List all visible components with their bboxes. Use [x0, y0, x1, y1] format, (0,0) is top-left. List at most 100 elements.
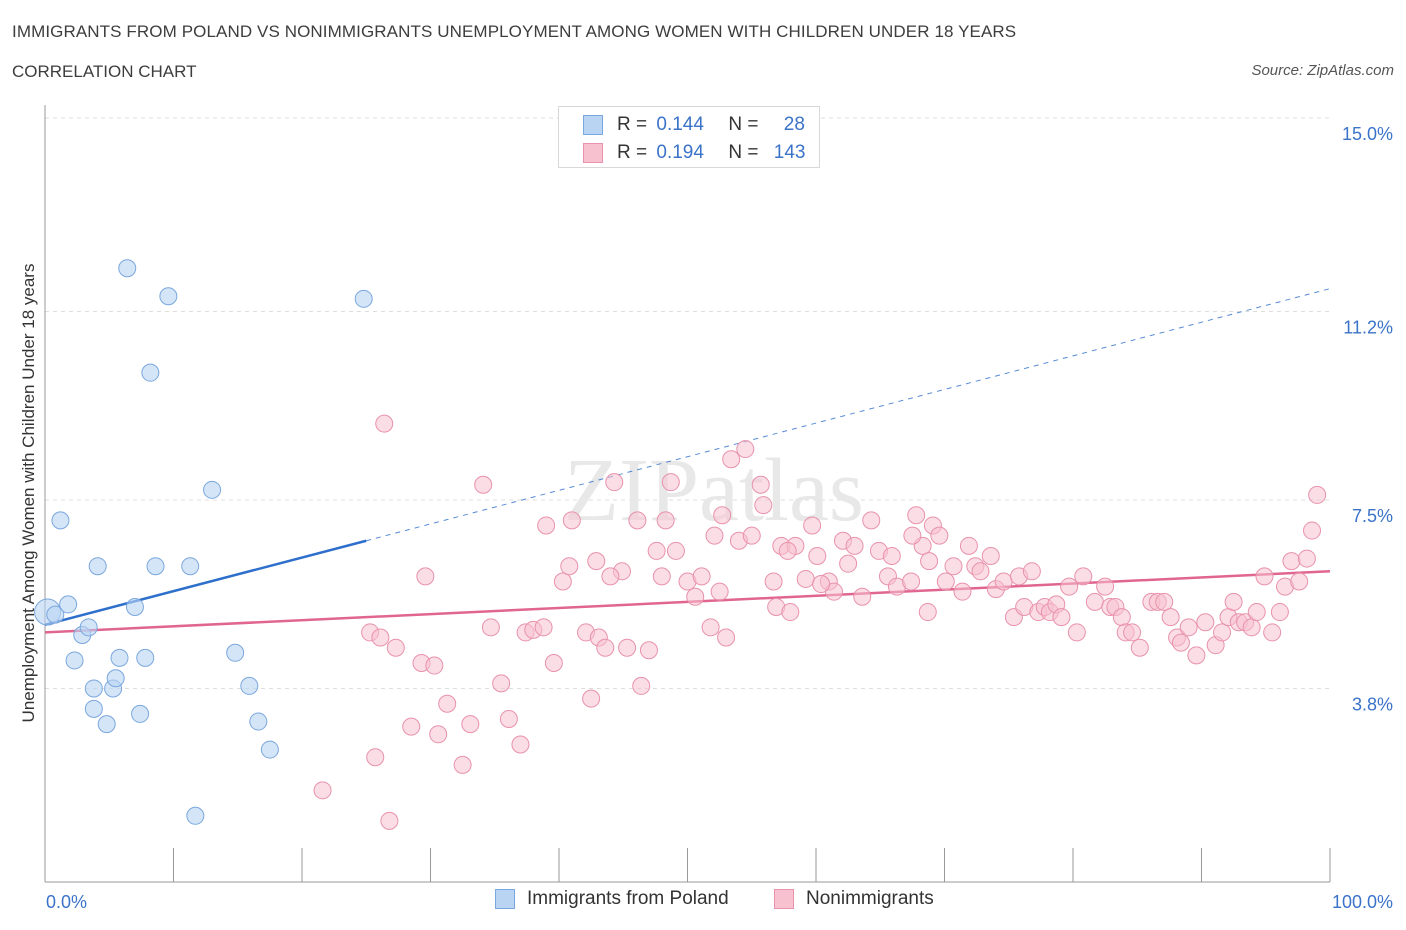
data-point-nonimmigrants	[1112, 608, 1131, 627]
data-point-poland	[125, 597, 144, 616]
data-point-nonimmigrants	[907, 506, 926, 525]
data-point-nonimmigrants	[902, 572, 921, 591]
data-point-nonimmigrants	[438, 694, 457, 713]
legend-item-poland[interactable]: Immigrants from Poland	[495, 888, 729, 910]
data-point-nonimmigrants	[632, 676, 651, 695]
data-point-nonimmigrants	[710, 582, 729, 601]
data-point-nonimmigrants	[474, 475, 493, 494]
tick-labels: 3.8% 7.5% 11.2% 15.0% 0.0% 100.0%	[46, 124, 1393, 912]
trend-line-nonimmigrants	[44, 570, 1331, 634]
data-point-nonimmigrants	[492, 674, 511, 693]
data-point-nonimmigrants	[628, 511, 647, 530]
data-point-nonimmigrants	[1052, 608, 1071, 627]
data-point-nonimmigrants	[994, 572, 1013, 591]
chart-title: IMMIGRANTS FROM POLAND VS NONIMMIGRANTS …	[12, 22, 1017, 41]
legend-label-poland: Immigrants from Poland	[527, 888, 729, 909]
x-tick-label: 0.0%	[46, 892, 87, 912]
data-point-nonimmigrants	[1303, 521, 1322, 540]
data-point-nonimmigrants	[754, 496, 773, 515]
y-axis-label: Unemployment Among Women with Children U…	[19, 264, 38, 723]
data-point-nonimmigrants	[1171, 633, 1190, 652]
data-point-nonimmigrants	[918, 603, 937, 622]
y-tick-label: 3.8%	[1352, 694, 1393, 714]
data-point-nonimmigrants	[953, 582, 972, 601]
data-point-nonimmigrants	[499, 710, 518, 729]
data-point-nonimmigrants	[959, 536, 978, 555]
data-point-poland	[136, 648, 155, 667]
data-point-poland	[181, 557, 200, 576]
data-point-nonimmigrants	[605, 473, 624, 492]
data-point-nonimmigrants	[930, 526, 949, 545]
data-point-nonimmigrants	[1179, 618, 1198, 637]
data-point-nonimmigrants	[511, 735, 530, 754]
data-point-nonimmigrants	[1067, 623, 1086, 642]
data-point-nonimmigrants	[1196, 613, 1215, 632]
y-tick-label: 7.5%	[1352, 506, 1393, 526]
data-point-nonimmigrants	[1022, 562, 1041, 581]
data-point-poland	[240, 676, 259, 695]
data-point-nonimmigrants	[1085, 592, 1104, 611]
data-point-poland	[97, 715, 116, 734]
data-point-poland	[226, 643, 245, 662]
data-point-nonimmigrants	[1155, 592, 1174, 611]
data-point-nonimmigrants	[862, 511, 881, 530]
data-point-poland	[260, 740, 279, 759]
legend-n-label: N =	[728, 142, 764, 163]
data-point-nonimmigrants	[375, 414, 394, 433]
data-point-nonimmigrants	[386, 638, 405, 657]
data-point-nonimmigrants	[1187, 646, 1206, 665]
data-point-nonimmigrants	[944, 557, 963, 576]
data-point-nonimmigrants	[722, 450, 741, 469]
data-point-nonimmigrants	[1270, 603, 1289, 622]
data-point-nonimmigrants	[764, 572, 783, 591]
legend-swatch-nonimmigrants	[774, 889, 794, 909]
data-point-nonimmigrants	[416, 567, 435, 586]
data-point-nonimmigrants	[686, 587, 705, 606]
data-point-poland	[249, 712, 268, 731]
data-point-poland	[146, 557, 165, 576]
data-point-nonimmigrants	[736, 440, 755, 459]
data-point-poland	[141, 363, 160, 382]
data-point-poland	[354, 289, 373, 308]
legend-swatch-poland	[495, 889, 515, 909]
data-point-nonimmigrants	[639, 641, 658, 660]
data-point-nonimmigrants	[751, 475, 770, 494]
data-point-nonimmigrants	[596, 638, 615, 657]
data-point-nonimmigrants	[366, 748, 385, 767]
x-tick-label: 100.0%	[1332, 892, 1393, 912]
correlation-legend: R = 0.144 N = 28 R = 0.194 N = 143	[558, 106, 820, 168]
data-point-nonimmigrants	[544, 653, 563, 672]
legend-swatch-nonimmigrants	[583, 143, 603, 163]
data-point-nonimmigrants	[560, 557, 579, 576]
data-point-nonimmigrants	[717, 628, 736, 647]
data-point-nonimmigrants	[461, 715, 480, 734]
data-points	[34, 259, 1327, 830]
data-point-nonimmigrants	[971, 562, 990, 581]
data-point-nonimmigrants	[1290, 572, 1309, 591]
data-point-nonimmigrants	[618, 638, 637, 657]
data-point-nonimmigrants	[1213, 623, 1232, 642]
y-tick-label: 11.2%	[1343, 318, 1393, 338]
legend-swatch-poland	[583, 115, 603, 135]
data-point-nonimmigrants	[1297, 549, 1316, 568]
data-point-nonimmigrants	[313, 781, 332, 800]
axes	[44, 105, 1331, 883]
data-point-nonimmigrants	[380, 811, 399, 830]
legend-row-nonimmigrants: R = 0.194 N = 143	[583, 141, 805, 165]
trend-line-poland	[44, 539, 367, 626]
data-point-nonimmigrants	[537, 516, 556, 535]
legend-n-label: N =	[728, 114, 764, 135]
data-point-nonimmigrants	[812, 575, 831, 594]
data-point-nonimmigrants	[920, 552, 939, 571]
data-point-nonimmigrants	[1123, 623, 1142, 642]
data-point-nonimmigrants	[562, 511, 581, 530]
data-point-poland	[110, 648, 129, 667]
data-point-nonimmigrants	[781, 603, 800, 622]
data-point-nonimmigrants	[1096, 577, 1115, 596]
source-label: Source: ZipAtlas.com	[1251, 62, 1394, 79]
legend-item-nonimmigrants[interactable]: Nonimmigrants	[774, 888, 934, 910]
data-point-nonimmigrants	[582, 689, 601, 708]
data-point-nonimmigrants	[981, 547, 1000, 566]
data-point-nonimmigrants	[742, 526, 761, 545]
